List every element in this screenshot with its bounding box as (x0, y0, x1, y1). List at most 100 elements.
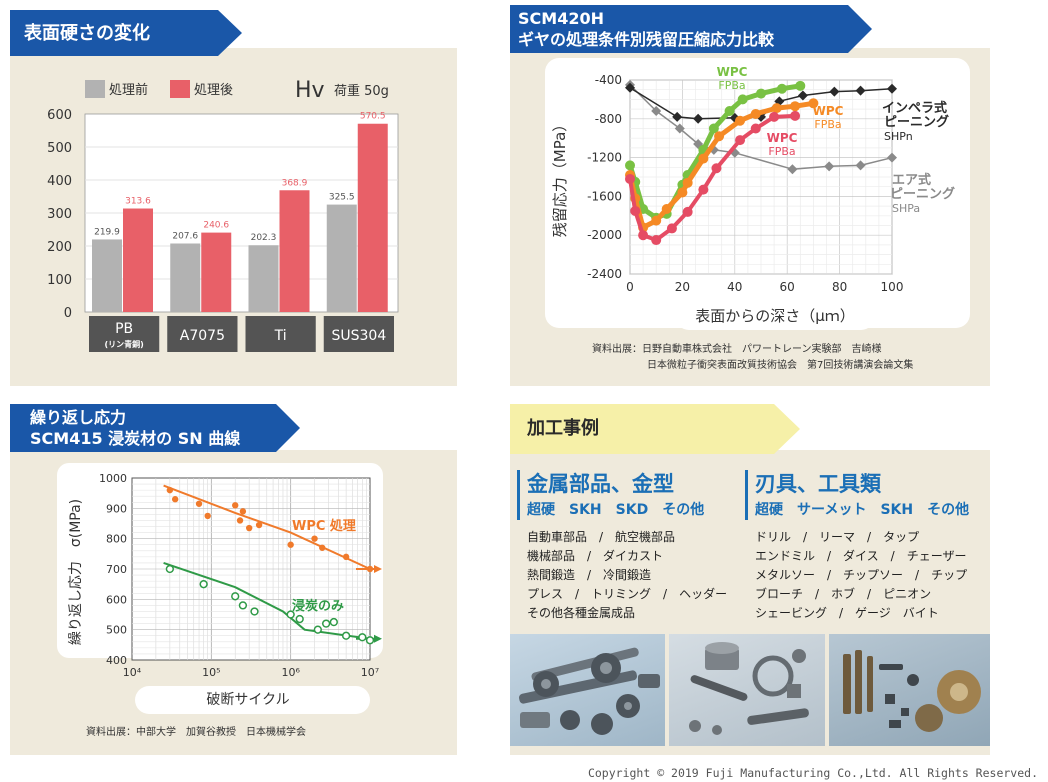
series-sublabel: SHPn (884, 130, 913, 143)
data-point (204, 512, 211, 520)
data-point (735, 115, 746, 126)
data-point (698, 184, 709, 195)
x-tick-label: 60 (780, 280, 795, 294)
photo-tools (829, 634, 990, 746)
bar (279, 190, 310, 312)
category-label: PB (115, 321, 133, 337)
data-point (693, 113, 704, 124)
runout-arrowhead (374, 565, 382, 573)
data-point (698, 153, 709, 164)
series-label: エア式 (892, 172, 931, 188)
data-point (774, 96, 785, 107)
data-point (651, 106, 662, 117)
data-point (255, 521, 263, 529)
tab-arrow-shape (510, 404, 800, 454)
hardness-chart: 処理前 処理後 Hv 荷重 50g 0 100 200 300 400 500 600 219.9 31… (47, 78, 399, 352)
data-point (714, 131, 725, 142)
residual-chart: 0 20 40 60 80 100 -400 -800 -1200 -1600 -2000 -2400… (551, 65, 955, 330)
y-axis-label: 繰り返し応力 σ(MPa) (68, 499, 84, 645)
series-sublabel: FPBa (814, 118, 841, 131)
residual-source-line1: 資料出展：日野自動車株式会社 パワートレーン実験部 吉崎様 (592, 344, 882, 355)
data-point (321, 619, 331, 628)
data-point (239, 508, 247, 515)
data-point (286, 610, 295, 619)
bar-value-label: 313.6 (125, 197, 151, 207)
data-point (708, 123, 719, 134)
trend-line (163, 561, 371, 640)
data-point (666, 223, 677, 234)
category-label: Ti (274, 328, 287, 344)
cases-left-list: 自動車部品 / 航空機部品 機械部品 / ダイカスト 熱間鍛造 / 冷間鍛造 プ… (527, 528, 727, 623)
data-point (795, 80, 806, 91)
sn-chart: 400 500 600 700 800 900 1000 10⁴ 10⁵ 10⁶ 10⁷ 破断サイクル… (68, 472, 382, 708)
category-label-box (323, 316, 394, 352)
bar (92, 239, 122, 312)
y-tick-label: -2000 (587, 228, 622, 242)
x-tick-label: 10⁷ (361, 666, 379, 679)
category-sublabel: (リン青銅) (104, 339, 143, 349)
sn-title-line2: SCM415 浸炭材の SN 曲線 (30, 429, 241, 448)
residual-title-line2: ギヤの処理条件別残留圧縮応力比較 (518, 30, 775, 49)
bar (357, 123, 388, 312)
y-tick-label: 200 (47, 240, 72, 255)
cases-right-subheading: 超硬 サーメット SKH その他 (755, 502, 970, 518)
series-sublabel: FPBa (768, 145, 795, 158)
data-point (625, 160, 635, 171)
data-point (165, 564, 175, 574)
cases-right-list: ドリル / リーマ / タップ エンドミル / ダイス / チェーザー メタルソ… (755, 528, 967, 623)
series-line (629, 84, 893, 170)
series-label: ピーニング (884, 114, 949, 130)
data-point (232, 502, 239, 509)
hardness-title-tab: 表面硬さの変化 (10, 10, 242, 58)
data-point (808, 98, 819, 109)
list-item: メタルソー / チップソー / チップ (755, 568, 968, 582)
bar-value-label: 207.6 (172, 231, 198, 241)
legend-swatch-before (85, 80, 105, 98)
x-tick-label: 100 (881, 280, 904, 294)
cases-title: 加工事例 (527, 418, 599, 439)
data-point (195, 500, 203, 507)
y-tick-label: -2400 (587, 267, 622, 281)
data-point (319, 544, 326, 551)
data-point (329, 617, 338, 627)
x-tick-label: 80 (832, 280, 847, 294)
data-point (677, 187, 688, 198)
sn-source: 資料出展：中部大学 加賀谷教授 日本機械学会 (86, 727, 306, 738)
data-point (824, 161, 835, 172)
bar-value-label: 240.6 (203, 221, 229, 231)
y-tick-label: -800 (595, 112, 622, 126)
data-point (238, 601, 248, 610)
data-point (313, 625, 322, 634)
photo-gears (510, 634, 665, 746)
data-point (708, 144, 719, 155)
y-tick-label: -1600 (587, 189, 622, 203)
x-tick-label: 20 (675, 280, 690, 294)
legend-label-after: 処理後 (194, 83, 233, 98)
list-item: その他各種金属成品 (527, 606, 636, 620)
metal-parts-illustration (689, 642, 809, 735)
runout-arrowhead (374, 634, 382, 643)
sn-title-line1: 繰り返し応力 (30, 408, 127, 427)
unit-symbol: Hv (295, 78, 325, 103)
list-item: シェービング / ゲージ バイト (755, 606, 939, 620)
data-point (236, 517, 244, 524)
y-tick-label: 400 (47, 174, 72, 189)
data-point (735, 135, 746, 146)
y-tick-label: 500 (47, 141, 72, 156)
list-item: ドリル / リーマ / タップ (755, 530, 920, 544)
data-point (682, 206, 693, 217)
series-sublabel: FPBa (718, 79, 745, 92)
data-point (756, 88, 766, 99)
cases-title-tab: 加工事例 (510, 404, 800, 454)
gear-parts-illustration (519, 647, 660, 735)
y-tick-label: 400 (106, 654, 127, 667)
x-tick-label: 40 (727, 280, 742, 294)
data-point (682, 177, 693, 188)
category-label-box (245, 316, 316, 352)
bar (123, 208, 153, 312)
cases-right-bar (745, 470, 748, 520)
data-point (365, 636, 375, 645)
data-point (790, 110, 801, 121)
data-point (750, 108, 761, 119)
cases-left-subheading: 超硬 SKH SKD その他 (527, 502, 705, 518)
